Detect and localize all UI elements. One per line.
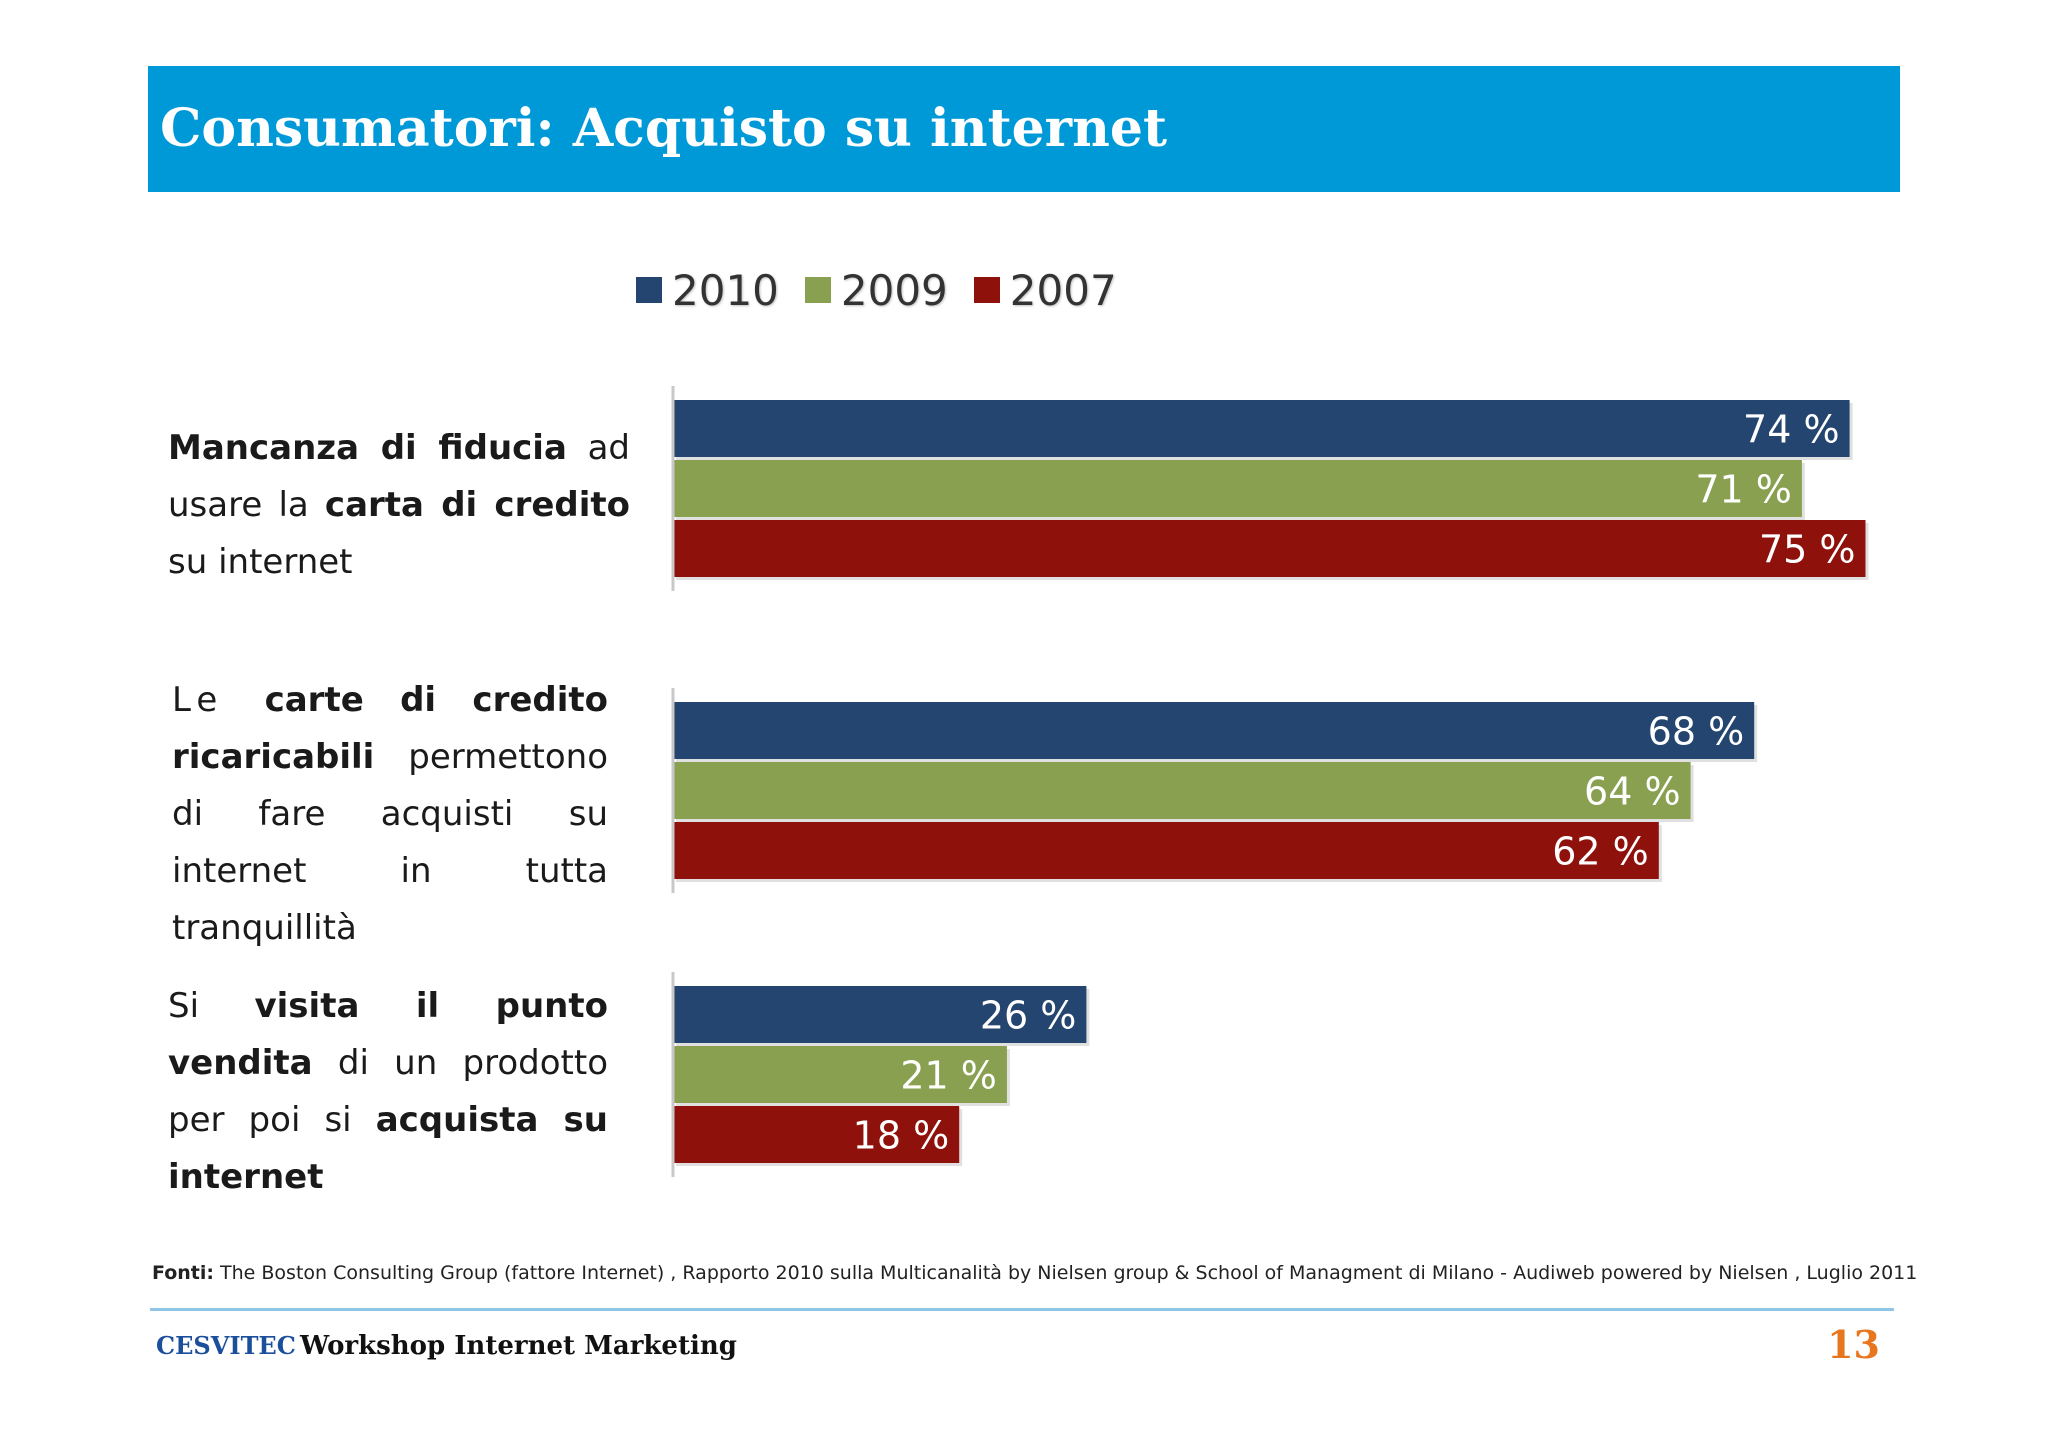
title-bar: Consumatori: Acquisto su internet [148,66,1900,192]
footer-title: Workshop Internet Marketing [300,1331,737,1361]
legend-item-2007: 2007 [973,265,1117,315]
category-text-part: carte di credito ricaricabili [172,680,608,777]
legend-item-2010: 2010 [636,266,779,315]
category-text-part: Le [172,680,265,720]
bar-2009-ricaricabili [673,762,1691,819]
cesvitec-logo: CESVITEC [156,1331,296,1360]
legend-label-2010: 2010 [672,265,779,315]
page-number: 13 [1827,1322,1880,1367]
legend-label-2009: 2009 [840,265,948,315]
bar-2007-ricaricabili [673,822,1659,879]
data-label-2007-fiducia: 75 % [1759,528,1856,572]
data-label-2009-ricaricabili: 64 % [1584,770,1681,814]
legend-label-2007: 2007 [1009,265,1117,315]
bar-2010-ricaricabili [673,702,1755,759]
data-label-2010-punto-vendita: 26 % [980,994,1077,1038]
sources-note: Fonti: The Boston Consulting Group (fatt… [152,1262,1917,1284]
chart-legend: 2010 2009 2007 [636,262,1143,318]
page-title: Consumatori: Acquisto su internet [160,98,1167,159]
legend-swatch-2009 [804,277,831,303]
bar-2009-punto-vendita [673,1046,1007,1103]
bar-2007-punto-vendita [673,1106,960,1163]
legend-item-2009: 2009 [804,265,948,315]
category-text-part: su internet [168,542,353,582]
category-text-part: di un prodotto per poi si [168,1043,608,1140]
sources-label: Fonti: [152,1262,214,1284]
legend-swatch-2007 [973,277,1000,303]
data-label-2007-ricaricabili: 62 % [1552,830,1649,874]
category-text-part: Mancanza di fiducia [168,428,567,468]
category-text-part: visita il punto vendita [168,986,609,1083]
bar-2010-fiducia [673,400,1850,457]
category-text-part: carta di credito [324,485,630,525]
bar-2009-fiducia [673,460,1802,517]
legend-swatch-2010 [636,277,662,303]
bar-2010-punto-vendita [673,986,1087,1043]
category-label-ricaricabili: Le carte di credito ricaricabili permett… [172,672,608,957]
category-label-punto-vendita: Si visita il punto vendita di un prodott… [168,978,608,1206]
data-label-2009-punto-vendita: 21 % [900,1054,997,1098]
sources-text: The Boston Consulting Group (fattore Int… [213,1262,1918,1284]
data-label-2010-ricaricabili: 68 % [1648,710,1745,754]
category-text-part: acquista su internet [168,1100,608,1197]
data-label-2007-punto-vendita: 18 % [853,1114,950,1158]
category-text-part: permettono di fare acquisti su internet … [172,737,608,948]
footer-divider [150,1308,1894,1311]
category-label-fiducia: Mancanza di fiducia ad usare la carta di… [168,420,630,591]
bar-2007-fiducia [673,520,1866,577]
data-label-2009-fiducia: 71 % [1695,468,1792,512]
category-text-part: ad usare la [168,428,630,525]
category-text-part: Si [168,986,255,1026]
data-label-2010-fiducia: 74 % [1743,408,1840,452]
